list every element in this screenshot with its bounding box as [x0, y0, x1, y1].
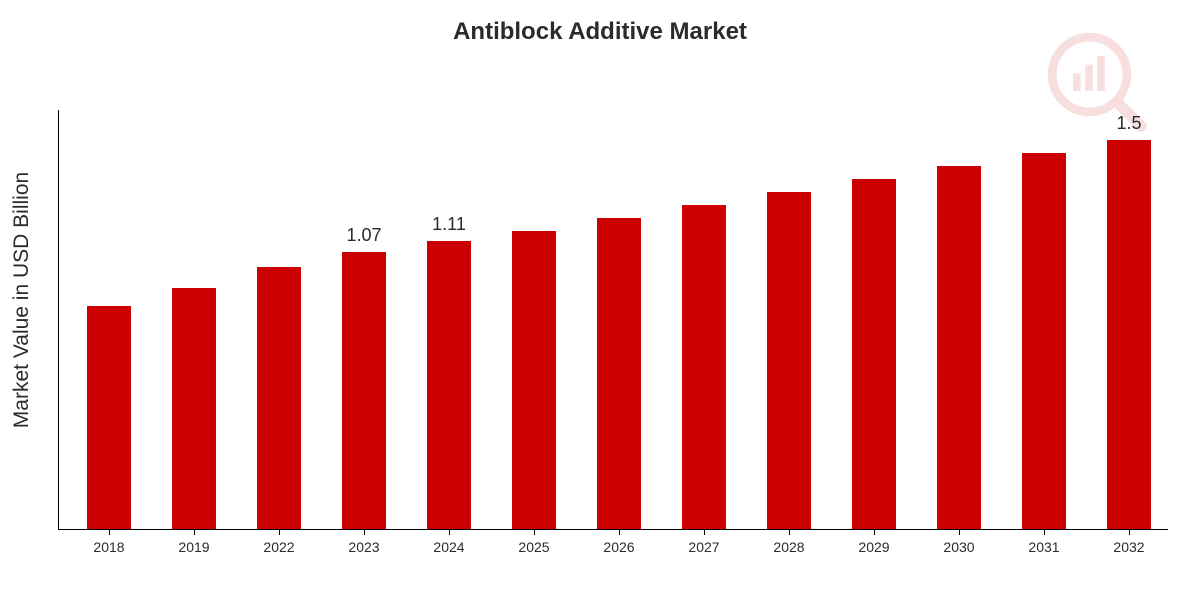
chart-title: Antiblock Additive Market — [0, 18, 1200, 46]
x-tick-label: 2032 — [1113, 529, 1144, 555]
x-tick-label: 2030 — [943, 529, 974, 555]
y-axis-label: Market Value in USD Billion — [10, 172, 34, 428]
bar — [767, 192, 811, 529]
bar — [1022, 153, 1066, 529]
bar-value-label: 1.11 — [427, 214, 471, 241]
bar — [937, 166, 981, 529]
x-tick-label: 2018 — [93, 529, 124, 555]
bar — [257, 267, 301, 529]
bar: 1.11 — [427, 241, 471, 529]
bar-value-label: 1.5 — [1107, 113, 1151, 140]
x-tick-label: 2023 — [348, 529, 379, 555]
x-tick-label: 2027 — [688, 529, 719, 555]
bar: 1.5 — [1107, 140, 1151, 529]
bar — [512, 231, 556, 529]
bar — [87, 306, 131, 529]
plot-area: 1.071.111.5 2018201920222023202420252026… — [58, 110, 1168, 530]
bar — [852, 179, 896, 529]
bar — [682, 205, 726, 529]
x-tick-label: 2029 — [858, 529, 889, 555]
bars-container: 1.07 1.11 1.5 — [59, 110, 1168, 529]
bar — [597, 218, 641, 529]
x-tick-label: 2024 — [433, 529, 464, 555]
x-tick-label: 2028 — [773, 529, 804, 555]
bar — [172, 288, 216, 529]
bar-value-label: 1.07 — [342, 225, 386, 252]
x-tick-label: 2019 — [178, 529, 209, 555]
x-tick-label: 2022 — [263, 529, 294, 555]
x-tick-label: 2031 — [1028, 529, 1059, 555]
x-tick-label: 2026 — [603, 529, 634, 555]
bar: 1.07 — [342, 252, 386, 529]
x-tick-label: 2025 — [518, 529, 549, 555]
